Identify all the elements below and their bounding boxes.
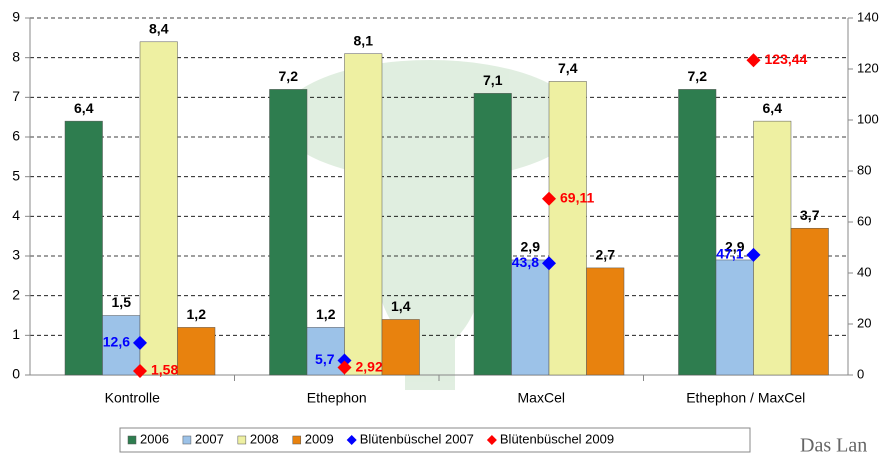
y2-tick-label: 20 <box>857 315 871 330</box>
y-tick-label: 8 <box>12 48 20 64</box>
marker <box>746 53 761 68</box>
data-label: 69,11 <box>560 189 594 205</box>
legend-label: Blütenbüschel 2007 <box>360 431 474 446</box>
bar <box>548 81 587 376</box>
marker <box>337 353 352 368</box>
marker <box>542 256 556 271</box>
y-tick-label: 7 <box>12 88 20 104</box>
data-label: 1,4 <box>391 298 411 314</box>
bar <box>344 53 383 376</box>
marker <box>133 363 147 378</box>
data-label: 123,44 <box>765 51 808 67</box>
y-tick-label: 9 <box>12 9 20 25</box>
legend-label: 2008 <box>250 431 279 446</box>
data-label: 2,7 <box>596 247 616 263</box>
bar <box>177 327 216 376</box>
y-tick-label: 1 <box>12 326 20 342</box>
legend-swatch <box>346 435 357 445</box>
data-label: 7,4 <box>558 60 578 76</box>
legend-swatch <box>486 435 497 445</box>
y-tick-label: 4 <box>12 207 20 223</box>
data-label: 43,8 <box>512 254 539 270</box>
data-label: 7,1 <box>483 72 503 88</box>
data-label: 1,58 <box>151 362 178 378</box>
y-tick-label: 2 <box>12 286 20 302</box>
marker <box>337 360 352 375</box>
data-label: 1,2 <box>316 306 336 322</box>
marker <box>746 247 761 262</box>
legend-label: 2006 <box>140 431 169 446</box>
data-label: 6,4 <box>763 100 783 116</box>
data-label: 8,4 <box>149 21 169 37</box>
legend-swatch <box>182 435 192 445</box>
bar <box>64 120 103 376</box>
data-label: 47,1 <box>716 246 743 262</box>
data-label: 1,5 <box>112 294 132 310</box>
bar <box>269 89 308 376</box>
legend-label: 2007 <box>195 431 224 446</box>
marker <box>542 191 556 206</box>
legend-box <box>119 427 751 453</box>
bar <box>715 259 754 376</box>
y2-tick-label: 100 <box>857 111 879 126</box>
y2-tick-label: 120 <box>857 60 879 75</box>
x-tick-label: Kontrolle <box>105 390 160 406</box>
data-label: 2,9 <box>725 239 745 255</box>
data-label: 7,2 <box>279 68 299 84</box>
y-tick-label: 6 <box>12 128 20 144</box>
bar <box>102 315 141 376</box>
data-label: 7,2 <box>688 68 708 84</box>
y2-tick-label: 140 <box>857 9 879 24</box>
footer-text: Das Lan <box>800 435 867 455</box>
bar <box>381 319 420 376</box>
x-tick-label: Ethephon <box>307 390 367 406</box>
bar <box>753 120 792 376</box>
y2-tick-label: 0 <box>857 366 864 381</box>
bar <box>586 267 625 376</box>
data-label: 2,92 <box>356 358 383 374</box>
y-tick-label: 5 <box>12 167 20 183</box>
x-tick-label: Ethephon / MaxCel <box>686 390 805 406</box>
bar <box>678 89 717 376</box>
legend-label: Blütenbüschel 2009 <box>500 431 614 446</box>
bar <box>139 41 178 376</box>
data-label: 6,4 <box>74 100 94 116</box>
data-label: 3,7 <box>800 207 820 223</box>
data-label: 8,1 <box>354 32 374 48</box>
data-label: 2,9 <box>521 239 541 255</box>
legend-swatch <box>292 435 302 445</box>
legend-swatch <box>237 435 247 445</box>
data-label: 5,7 <box>315 351 335 367</box>
legend-swatch <box>127 435 137 445</box>
y-tick-label: 3 <box>12 247 20 263</box>
y-tick-label: 0 <box>12 366 20 382</box>
bar <box>511 259 550 376</box>
data-label: 12,6 <box>103 334 130 350</box>
legend-label: 2009 <box>305 431 334 446</box>
bar <box>473 93 512 376</box>
data-label: 1,2 <box>187 306 207 322</box>
x-tick-label: MaxCel <box>518 390 565 406</box>
y2-tick-label: 40 <box>857 264 871 279</box>
y2-tick-label: 80 <box>857 162 871 177</box>
marker <box>133 335 147 350</box>
y2-tick-label: 60 <box>857 213 871 228</box>
bar <box>790 227 829 376</box>
